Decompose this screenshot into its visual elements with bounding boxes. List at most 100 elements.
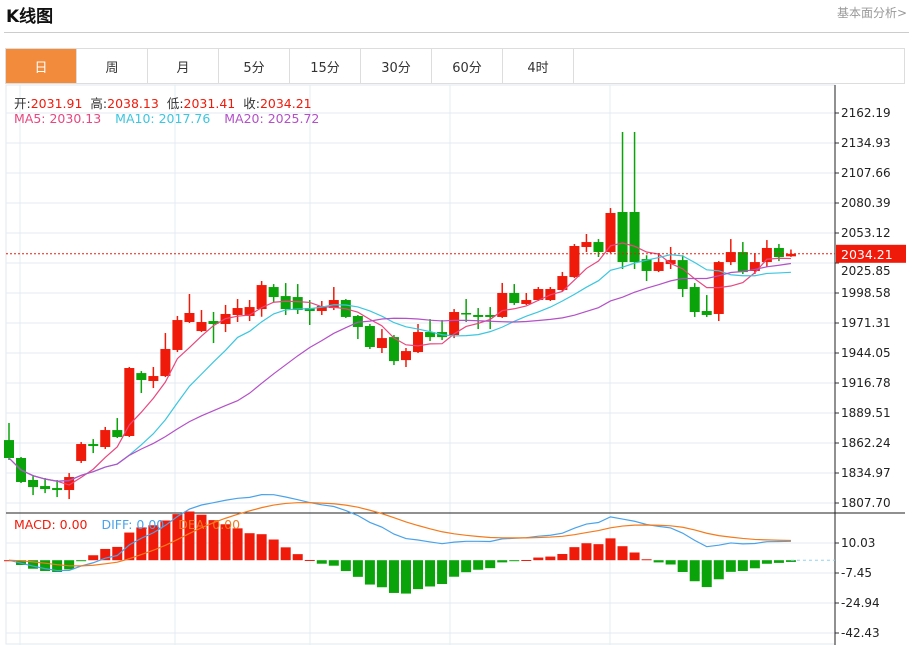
candle: [593, 239, 604, 258]
candle-body: [701, 311, 712, 315]
high-label: 高:: [90, 96, 108, 111]
candle-body: [749, 262, 760, 271]
candle: [196, 310, 207, 333]
macd-bar: [184, 511, 195, 561]
macd-bar: [292, 554, 303, 561]
candle: [172, 315, 183, 353]
candle-body: [521, 300, 532, 304]
macd-bar: [665, 560, 676, 565]
candle: [388, 335, 399, 366]
candle-body: [268, 287, 279, 298]
candle-body: [461, 313, 472, 315]
diff-line: [8, 494, 791, 572]
macd-readout: MACD: 0.00 DIFF: 0.00 DEA: 0.00: [14, 517, 244, 532]
candle: [653, 253, 664, 273]
divider: [4, 32, 909, 33]
candle-body: [364, 325, 375, 347]
macd-bar: [773, 560, 784, 563]
close-label: 收:: [243, 96, 260, 111]
macd-bar: [328, 560, 339, 566]
fundamental-analysis-link[interactable]: 基本面分析>: [836, 6, 907, 20]
macd-bar: [28, 560, 39, 569]
candle-body: [725, 252, 736, 263]
candle-body: [4, 440, 14, 459]
candle: [232, 299, 243, 323]
current-price-label: 2034.21: [841, 247, 893, 262]
candle-body: [172, 320, 183, 350]
tab-month[interactable]: 月: [148, 49, 219, 83]
candle-body: [569, 245, 580, 278]
candle: [400, 347, 411, 368]
low-value: 2031.41: [183, 96, 236, 111]
candle-body: [124, 368, 135, 436]
macd-bar: [509, 560, 520, 562]
macd-bar: [641, 559, 652, 561]
macd-bar: [605, 538, 616, 561]
candle: [617, 132, 628, 269]
price-tick-label: 2107.66: [841, 166, 891, 180]
tab-15min[interactable]: 15分: [290, 49, 361, 83]
candle-body: [593, 242, 604, 253]
candle-body: [665, 260, 676, 265]
macd-bar: [112, 546, 123, 561]
candle-body: [232, 308, 243, 315]
candle-body: [376, 338, 387, 348]
macd-bar: [352, 560, 363, 577]
candle: [665, 246, 676, 269]
candle: [184, 293, 195, 324]
price-tick-label: 1998.58: [841, 286, 891, 300]
candle: [4, 423, 14, 460]
macd-bar: [172, 514, 183, 561]
macd-bar: [400, 560, 411, 594]
tab-week[interactable]: 周: [77, 49, 148, 83]
candle: [749, 253, 760, 275]
macd-bar: [557, 553, 568, 561]
macd-bar: [232, 528, 243, 561]
candle-body: [352, 315, 363, 327]
macd-bar: [461, 560, 472, 573]
macd-bar: [737, 560, 748, 571]
candle-body: [773, 247, 784, 258]
tab-day[interactable]: 日: [6, 49, 77, 83]
candle-body: [605, 212, 616, 253]
diff-value: DIFF: 0.00: [101, 517, 165, 532]
candle: [533, 287, 544, 302]
price-tick-label: 2053.12: [841, 226, 891, 240]
candle-body: [533, 289, 544, 301]
macd-bar: [701, 560, 712, 588]
macd-tick-label: 10.03: [841, 536, 875, 550]
price-tick-label: 1916.78: [841, 376, 891, 390]
candle: [461, 299, 472, 323]
candle: [268, 284, 279, 302]
candle: [509, 284, 520, 305]
tab-60min[interactable]: 60分: [432, 49, 503, 83]
candle-body: [328, 300, 339, 309]
macd-bar: [725, 560, 736, 572]
tab-4hour[interactable]: 4时: [503, 49, 574, 83]
macd-bar: [136, 527, 147, 561]
close-value: 2034.21: [259, 96, 312, 111]
macd-bar: [304, 559, 315, 561]
candle: [76, 442, 87, 463]
candle-body: [413, 332, 424, 353]
candle-body: [557, 276, 568, 291]
candle: [569, 244, 580, 279]
candle-body: [629, 212, 640, 263]
macd-bar: [545, 556, 556, 561]
macd-bar: [689, 560, 700, 582]
candle-body: [761, 247, 772, 263]
ma20-line: [8, 262, 792, 482]
open-label: 开:: [14, 96, 31, 111]
macd-bar: [376, 560, 387, 588]
high-value: 2038.13: [107, 96, 159, 111]
tab-5min[interactable]: 5分: [219, 49, 290, 83]
candle: [364, 324, 375, 349]
candle: [473, 308, 484, 330]
macd-bar: [581, 543, 592, 561]
ma10-line: [8, 254, 791, 482]
price-tick-label: 1944.05: [841, 346, 891, 360]
tab-30min[interactable]: 30分: [361, 49, 432, 83]
macd-bar: [593, 544, 604, 561]
ma20-value: MA20: 2025.72: [224, 111, 320, 126]
